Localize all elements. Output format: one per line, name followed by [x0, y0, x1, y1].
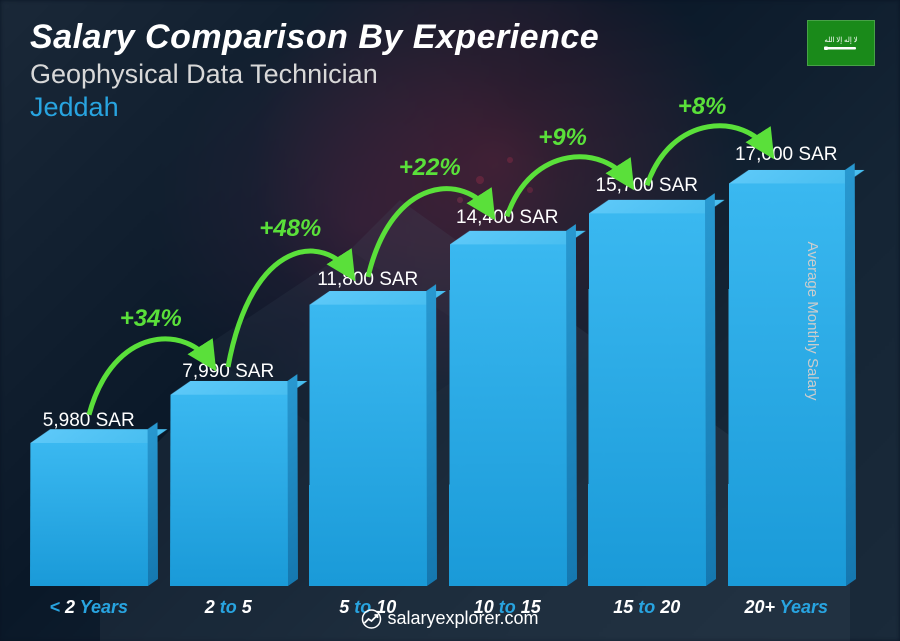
bar-side-face: [147, 422, 157, 586]
bar-group: 5,980 SAR< 2 Years: [30, 410, 148, 586]
bar-top-face: [729, 170, 864, 183]
chart-location: Jeddah: [30, 92, 599, 123]
growth-pct-label: +22%: [399, 154, 461, 182]
bar: [588, 214, 706, 586]
bar-x-label: < 2 Years: [49, 597, 128, 618]
bar-side-face: [844, 163, 855, 586]
bar-group: 15,700 SAR15 to 20: [588, 175, 706, 586]
footer-text: salaryexplorer.com: [387, 608, 538, 629]
header: Salary Comparison By Experience Geophysi…: [30, 18, 599, 123]
bar-front-face: [170, 395, 288, 586]
bar-x-label: 15 to 20: [613, 597, 680, 618]
growth-pct-label: +48%: [259, 215, 321, 243]
bar-front-face: [728, 183, 846, 586]
footer: salaryexplorer.com: [361, 608, 538, 629]
svg-text:لا إله إلا الله: لا إله إلا الله: [824, 36, 857, 44]
bar-front-face: [588, 214, 706, 586]
y-axis-label: Average Monthly Salary: [804, 241, 821, 400]
logo-icon: [361, 609, 381, 629]
bar-side-face: [705, 193, 716, 586]
bar: [170, 395, 288, 586]
bar-group: 11,800 SAR5 to 10: [309, 269, 427, 586]
bar-top-face: [310, 291, 446, 305]
bar: [309, 305, 427, 586]
bar-x-label: 2 to 5: [205, 597, 252, 618]
bar: [30, 443, 148, 586]
chart-subtitle: Geophysical Data Technician: [30, 59, 599, 90]
bar-group: 14,400 SAR10 to 15: [449, 207, 567, 586]
growth-pct-label: +34%: [120, 305, 182, 333]
bar-x-label: 20+ Years: [744, 597, 828, 618]
bar-value-label: 15,700 SAR: [596, 175, 698, 197]
bar-value-label: 11,800 SAR: [317, 269, 418, 291]
country-flag: لا إله إلا الله: [807, 20, 875, 66]
bar-front-face: [449, 244, 567, 586]
bar-top-face: [170, 381, 306, 395]
bar: [728, 183, 846, 586]
bar-front-face: [30, 443, 148, 586]
bar-side-face: [565, 224, 576, 586]
bar-group: 7,990 SAR2 to 5: [170, 361, 288, 586]
bar-front-face: [309, 305, 427, 586]
bar-value-label: 17,000 SAR: [735, 144, 837, 166]
bar-group: 17,000 SAR20+ Years: [728, 144, 846, 586]
growth-pct-label: +8%: [678, 93, 727, 121]
bar-side-face: [426, 285, 437, 586]
bar-top-face: [30, 429, 167, 443]
bar-top-face: [589, 200, 724, 214]
chart-title: Salary Comparison By Experience: [30, 18, 599, 57]
growth-pct-label: +9%: [538, 124, 587, 152]
bar-value-label: 14,400 SAR: [456, 207, 558, 229]
bar: [449, 244, 567, 586]
bar-top-face: [449, 231, 584, 245]
bar-side-face: [286, 374, 297, 586]
